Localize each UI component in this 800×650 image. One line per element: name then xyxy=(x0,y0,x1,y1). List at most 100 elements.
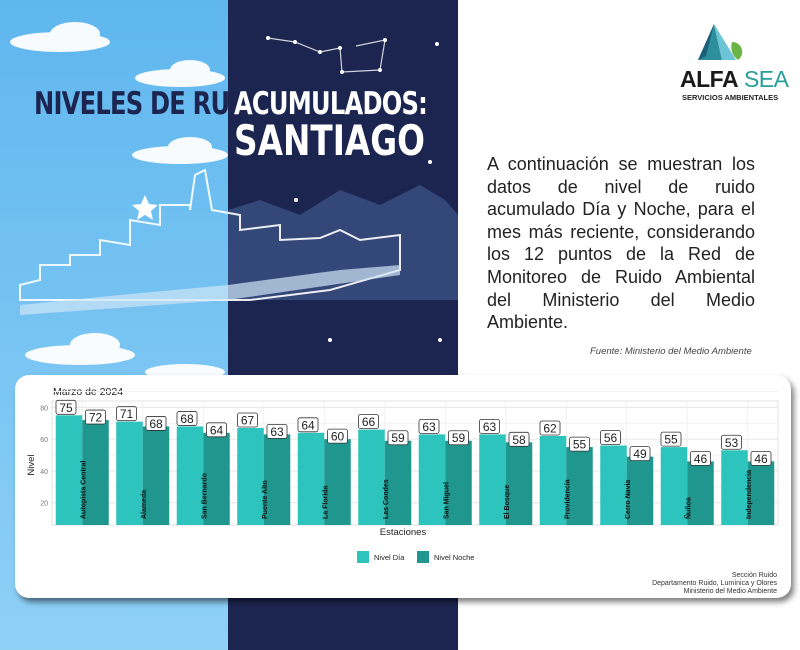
plot-area xyxy=(51,400,779,526)
data-label: 68 xyxy=(149,417,163,431)
description-text: A continuación se muestran los datos de … xyxy=(487,154,755,333)
data-label-box xyxy=(660,431,682,447)
data-label-box xyxy=(266,423,288,439)
data-label: 46 xyxy=(694,452,708,466)
footer-line2: Departamento Ruido, Lumínica y Olores xyxy=(652,580,777,587)
data-label-box xyxy=(297,417,319,433)
bar-chart: Marzo de 2024 20 40 60 80 75 72 Autopista Cen… xyxy=(26,386,779,563)
bar-dia xyxy=(116,421,143,525)
data-label: 62 xyxy=(543,421,557,435)
data-label: 72 xyxy=(89,411,103,425)
data-label: 71 xyxy=(120,407,134,421)
chart-title: Marzo de 2024 xyxy=(53,386,123,398)
logo-tagline: SERVICIOS AMBIENTALES xyxy=(682,93,779,102)
page-title-city: SANTIAGO xyxy=(234,116,426,165)
category-label: Autopista Central xyxy=(80,461,87,519)
bar-noche xyxy=(203,432,230,525)
category-label: La Florida xyxy=(322,485,329,519)
data-label: 63 xyxy=(422,420,436,434)
logo-mountain-leaf-icon xyxy=(698,24,743,60)
bar-noche xyxy=(747,461,775,525)
category-label: Alameda xyxy=(141,490,148,519)
data-label: 75 xyxy=(59,401,73,415)
legend-label: Nivel Día xyxy=(374,553,405,562)
data-label: 64 xyxy=(301,418,315,432)
data-label: 59 xyxy=(452,431,466,445)
legend-swatch xyxy=(357,551,369,563)
data-label-box xyxy=(237,412,258,428)
data-label: 53 xyxy=(725,436,739,450)
bar-noche xyxy=(263,434,291,525)
data-label: 55 xyxy=(573,438,587,452)
data-label: 46 xyxy=(754,452,768,466)
data-label: 59 xyxy=(391,431,405,445)
data-label-box xyxy=(690,451,711,466)
category-label: El Bosque xyxy=(504,485,511,519)
data-label-box xyxy=(539,420,561,436)
bar-noche xyxy=(566,447,593,525)
y-axis-label: Nivel xyxy=(26,454,37,475)
data-label: 63 xyxy=(483,420,497,434)
category-label: Providencia xyxy=(564,479,571,519)
alfa-sea-logo: ALFA SEA SERVICIOS AMBIENTALES xyxy=(676,20,796,110)
legend-swatch xyxy=(417,551,429,563)
y-tick-label: 60 xyxy=(40,437,48,444)
data-label-box xyxy=(508,431,530,447)
data-label-box xyxy=(448,430,469,446)
category-label: San Miguel xyxy=(443,482,450,519)
data-label: 58 xyxy=(512,433,526,447)
category-label: Puente Alto xyxy=(262,480,269,519)
footer-line3: Ministerio del Medio Ambiente xyxy=(683,588,777,595)
bar-dia xyxy=(660,447,688,525)
data-label-box xyxy=(629,446,651,462)
bar-dia xyxy=(539,435,567,525)
bar-noche xyxy=(626,456,654,525)
x-axis-label: Estaciones xyxy=(380,527,427,538)
data-label-box xyxy=(206,422,227,438)
data-label-box xyxy=(327,428,348,444)
data-label: 49 xyxy=(633,447,647,461)
bar-noche xyxy=(505,442,533,525)
data-label: 60 xyxy=(331,430,345,444)
page-title-part2: ACUMULADOS: xyxy=(234,86,428,122)
bar-noche xyxy=(445,440,472,525)
bar-dia xyxy=(721,450,748,525)
bar-noche xyxy=(324,439,351,525)
data-label-box xyxy=(85,409,106,425)
data-label: 55 xyxy=(664,433,678,447)
data-label: 67 xyxy=(241,414,255,428)
data-label: 63 xyxy=(270,425,284,439)
category-label: Cerro Navia xyxy=(625,480,632,519)
y-tick-label: 40 xyxy=(40,469,48,476)
data-label-box xyxy=(387,430,409,446)
data-label-box xyxy=(55,399,77,415)
data-label-box xyxy=(145,416,167,431)
bar-dia xyxy=(479,434,506,525)
data-label: 66 xyxy=(362,415,376,429)
bar-dia xyxy=(176,426,204,525)
bar-noche xyxy=(82,420,109,525)
category-label: Independencia xyxy=(746,470,753,519)
bar-noche xyxy=(687,461,714,525)
page-title-part1: NIVELES DE RUIDO xyxy=(34,86,277,122)
data-label: 56 xyxy=(604,431,618,445)
data-label-box xyxy=(116,406,137,422)
category-label: Ñuñoa xyxy=(683,497,692,519)
legend-label: Nivel Noche xyxy=(434,553,474,562)
bar-noche xyxy=(142,426,170,525)
source-note: Fuente: Ministerio del Medio Ambiente xyxy=(590,346,752,357)
data-label-box xyxy=(600,430,621,445)
data-label-box xyxy=(479,418,500,434)
footer-line1: Sección Ruido xyxy=(731,572,777,579)
data-label: 68 xyxy=(180,412,194,426)
y-tick-label: 80 xyxy=(40,405,48,412)
bar-dia xyxy=(600,445,627,525)
data-label-box xyxy=(176,411,198,426)
category-label: San Bernardo xyxy=(201,473,208,519)
chart-card: Marzo de 2024 20 40 60 80 75 72 Autopista Cen… xyxy=(15,375,791,598)
data-label-box xyxy=(418,418,440,434)
data-label-box xyxy=(358,414,379,430)
bar-dia xyxy=(297,432,325,525)
bar-dia xyxy=(418,434,446,525)
logo-name: ALFA SEA xyxy=(680,66,789,92)
